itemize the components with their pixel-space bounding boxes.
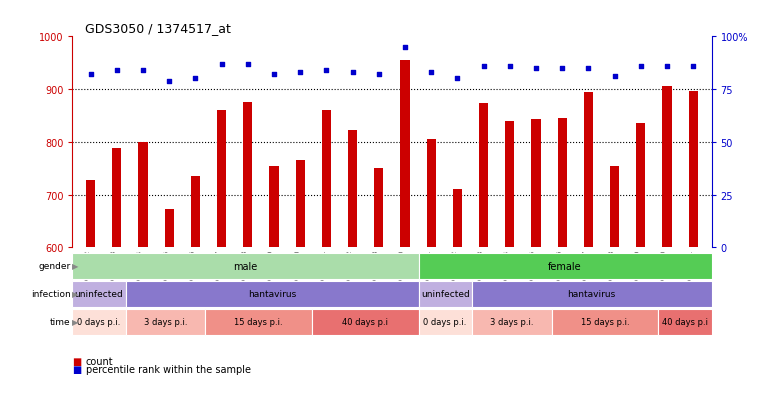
Bar bbox=[139, 142, 148, 413]
Bar bbox=[295, 161, 305, 413]
Bar bbox=[505, 121, 514, 413]
Bar bbox=[72, 281, 126, 307]
Bar bbox=[419, 281, 472, 307]
Text: percentile rank within the sample: percentile rank within the sample bbox=[86, 364, 251, 374]
Bar bbox=[419, 253, 712, 279]
Bar bbox=[244, 102, 253, 413]
Text: ▶: ▶ bbox=[72, 290, 78, 299]
Point bbox=[504, 63, 516, 70]
Point bbox=[215, 61, 228, 68]
Bar bbox=[610, 166, 619, 413]
Text: ■: ■ bbox=[72, 356, 81, 366]
Bar bbox=[217, 111, 226, 413]
Text: 3 days p.i.: 3 days p.i. bbox=[490, 318, 533, 327]
Text: 40 days p.i: 40 days p.i bbox=[662, 318, 708, 327]
Point bbox=[609, 74, 621, 81]
Point bbox=[556, 65, 568, 72]
Text: uninfected: uninfected bbox=[75, 290, 123, 299]
Point bbox=[635, 63, 647, 70]
Text: 3 days p.i.: 3 days p.i. bbox=[144, 318, 187, 327]
Bar bbox=[269, 166, 279, 413]
Bar bbox=[427, 140, 436, 413]
Point bbox=[425, 70, 438, 76]
Bar bbox=[86, 181, 95, 413]
Bar bbox=[472, 281, 712, 307]
Point bbox=[137, 68, 149, 74]
Bar bbox=[689, 92, 698, 413]
Bar bbox=[374, 169, 384, 413]
Point bbox=[268, 72, 280, 78]
Text: gender: gender bbox=[39, 261, 71, 271]
Point bbox=[451, 76, 463, 83]
Text: ■: ■ bbox=[72, 364, 81, 374]
Bar bbox=[552, 309, 658, 335]
Point bbox=[530, 65, 542, 72]
Point bbox=[373, 72, 385, 78]
Point bbox=[84, 72, 97, 78]
Text: 0 days p.i.: 0 days p.i. bbox=[424, 318, 466, 327]
Point bbox=[477, 63, 489, 70]
Text: count: count bbox=[86, 356, 113, 366]
Bar bbox=[479, 104, 489, 413]
Text: male: male bbox=[234, 261, 257, 271]
Bar bbox=[113, 148, 122, 413]
Point bbox=[242, 61, 254, 68]
Text: infection: infection bbox=[31, 290, 71, 299]
Bar bbox=[584, 93, 593, 413]
Point bbox=[320, 68, 333, 74]
Point bbox=[189, 76, 202, 83]
Text: female: female bbox=[548, 261, 582, 271]
Bar bbox=[72, 309, 126, 335]
Bar bbox=[126, 309, 205, 335]
Point bbox=[295, 70, 307, 76]
Text: 40 days p.i: 40 days p.i bbox=[342, 318, 388, 327]
Point bbox=[163, 78, 175, 85]
Text: ▶: ▶ bbox=[72, 261, 78, 271]
Bar bbox=[312, 309, 419, 335]
Point bbox=[687, 63, 699, 70]
Point bbox=[346, 70, 358, 76]
Point bbox=[111, 68, 123, 74]
Text: 15 days p.i.: 15 days p.i. bbox=[234, 318, 283, 327]
Bar bbox=[322, 111, 331, 413]
Text: hantavirus: hantavirus bbox=[248, 290, 296, 299]
Text: uninfected: uninfected bbox=[421, 290, 470, 299]
Bar bbox=[558, 119, 567, 413]
Text: ▶: ▶ bbox=[72, 318, 78, 327]
Bar bbox=[658, 309, 712, 335]
Text: time: time bbox=[50, 318, 71, 327]
Point bbox=[399, 44, 411, 51]
Bar bbox=[472, 309, 552, 335]
Text: GDS3050 / 1374517_at: GDS3050 / 1374517_at bbox=[85, 21, 231, 35]
Point bbox=[582, 65, 594, 72]
Bar bbox=[531, 120, 540, 413]
Bar bbox=[662, 87, 672, 413]
Text: 0 days p.i.: 0 days p.i. bbox=[78, 318, 120, 327]
Bar bbox=[72, 253, 419, 279]
Text: hantavirus: hantavirus bbox=[568, 290, 616, 299]
Bar bbox=[348, 131, 357, 413]
Bar bbox=[164, 210, 174, 413]
Bar bbox=[636, 124, 645, 413]
Point bbox=[661, 63, 673, 70]
Bar bbox=[453, 190, 462, 413]
Bar bbox=[400, 61, 409, 413]
Bar bbox=[191, 176, 200, 413]
Bar bbox=[419, 309, 472, 335]
Bar bbox=[126, 281, 419, 307]
Bar bbox=[205, 309, 312, 335]
Text: 15 days p.i.: 15 days p.i. bbox=[581, 318, 629, 327]
